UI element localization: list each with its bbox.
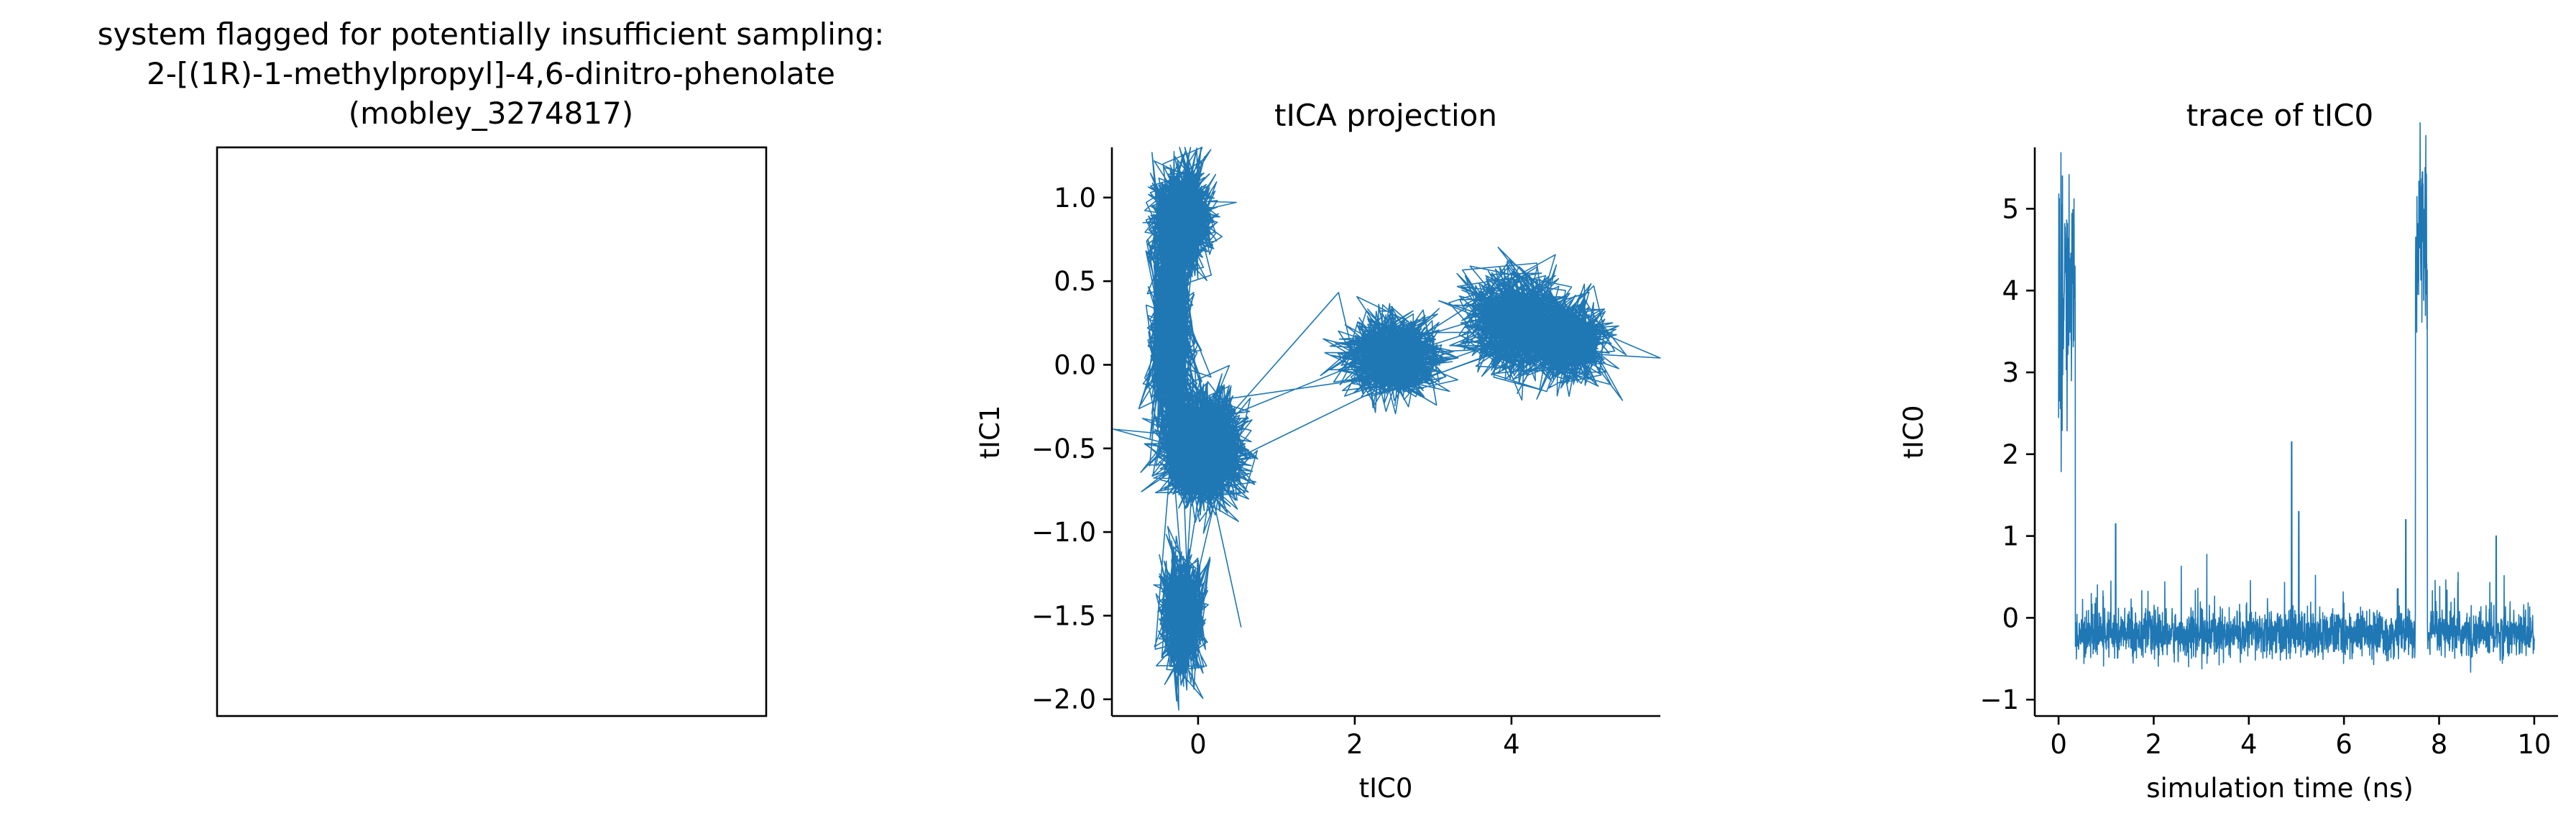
panel2-title: tICA projection (1274, 98, 1497, 133)
panel1-title-line-1: system flagged for potentially insuffici… (98, 17, 885, 52)
y-tick-label: −0.5 (1031, 433, 1096, 464)
y-tick-label: 0.0 (1054, 349, 1096, 380)
tic0-trace-line (2058, 122, 2535, 673)
panel3-ylabel: tIC0 (1898, 405, 1929, 459)
trace-axes: 0 2 4 6 8 10 −1 0 1 2 3 4 5 (1979, 147, 2558, 760)
x-tick-label: 4 (1503, 729, 1520, 760)
y-tick-label: −1 (1979, 684, 2019, 715)
x-tick-label: 0 (2050, 729, 2067, 760)
y-tick-label: 4 (2002, 275, 2019, 306)
panel2-xlabel: tIC0 (1359, 773, 1413, 804)
panel2-ylabel: tIC1 (975, 405, 1006, 459)
y-tick-label: 2 (2002, 439, 2019, 470)
y-tick-label: 5 (2002, 193, 2019, 224)
molecule-image-frame (216, 146, 768, 717)
y-tick-label: 3 (2002, 357, 2019, 388)
x-tick-label: 2 (1346, 729, 1363, 760)
panel-molecule: system flagged for potentially insuffici… (98, 17, 885, 717)
panel-tica-projection: tICA projection 0 2 4 −2.0 −1.5 −1.0 −0.5 0.0 0.… (975, 98, 1661, 804)
x-tick-label: 6 (2335, 729, 2352, 760)
y-tick-label: −1.0 (1031, 517, 1096, 548)
panel1-title-line-3: (mobley_3274817) (349, 96, 633, 131)
x-tick-label: 0 (1190, 729, 1207, 760)
panel3-title: trace of tIC0 (2186, 98, 2374, 133)
tica-axes: 0 2 4 −2.0 −1.5 −1.0 −0.5 0.0 0.5 1.0 (1031, 147, 1660, 760)
x-tick-label: 4 (2240, 729, 2258, 760)
y-tick-label: 0 (2002, 602, 2019, 633)
panel1-title-line-2: 2-[(1R)-1-methylpropyl]-4,6-dinitro-phen… (147, 56, 835, 91)
y-tick-label: 1.0 (1054, 183, 1096, 214)
y-tick-label: 0.5 (1054, 266, 1096, 297)
y-tick-label: 1 (2002, 521, 2019, 552)
y-tick-label: −2.0 (1031, 684, 1096, 715)
tica-trajectory-line (1113, 147, 1661, 711)
x-tick-label: 10 (2517, 729, 2551, 760)
panel3-xlabel: simulation time (ns) (2146, 773, 2414, 804)
y-tick-label: −1.5 (1031, 600, 1096, 631)
tica-trajectory-series (1113, 147, 1661, 711)
panel-tic0-trace: trace of tIC0 0 2 4 6 8 10 −1 0 1 2 3 4 5 simulation… (1898, 98, 2558, 804)
tic0-trace-series (2058, 122, 2535, 673)
x-tick-label: 2 (2145, 729, 2163, 760)
x-tick-label: 8 (2431, 729, 2448, 760)
